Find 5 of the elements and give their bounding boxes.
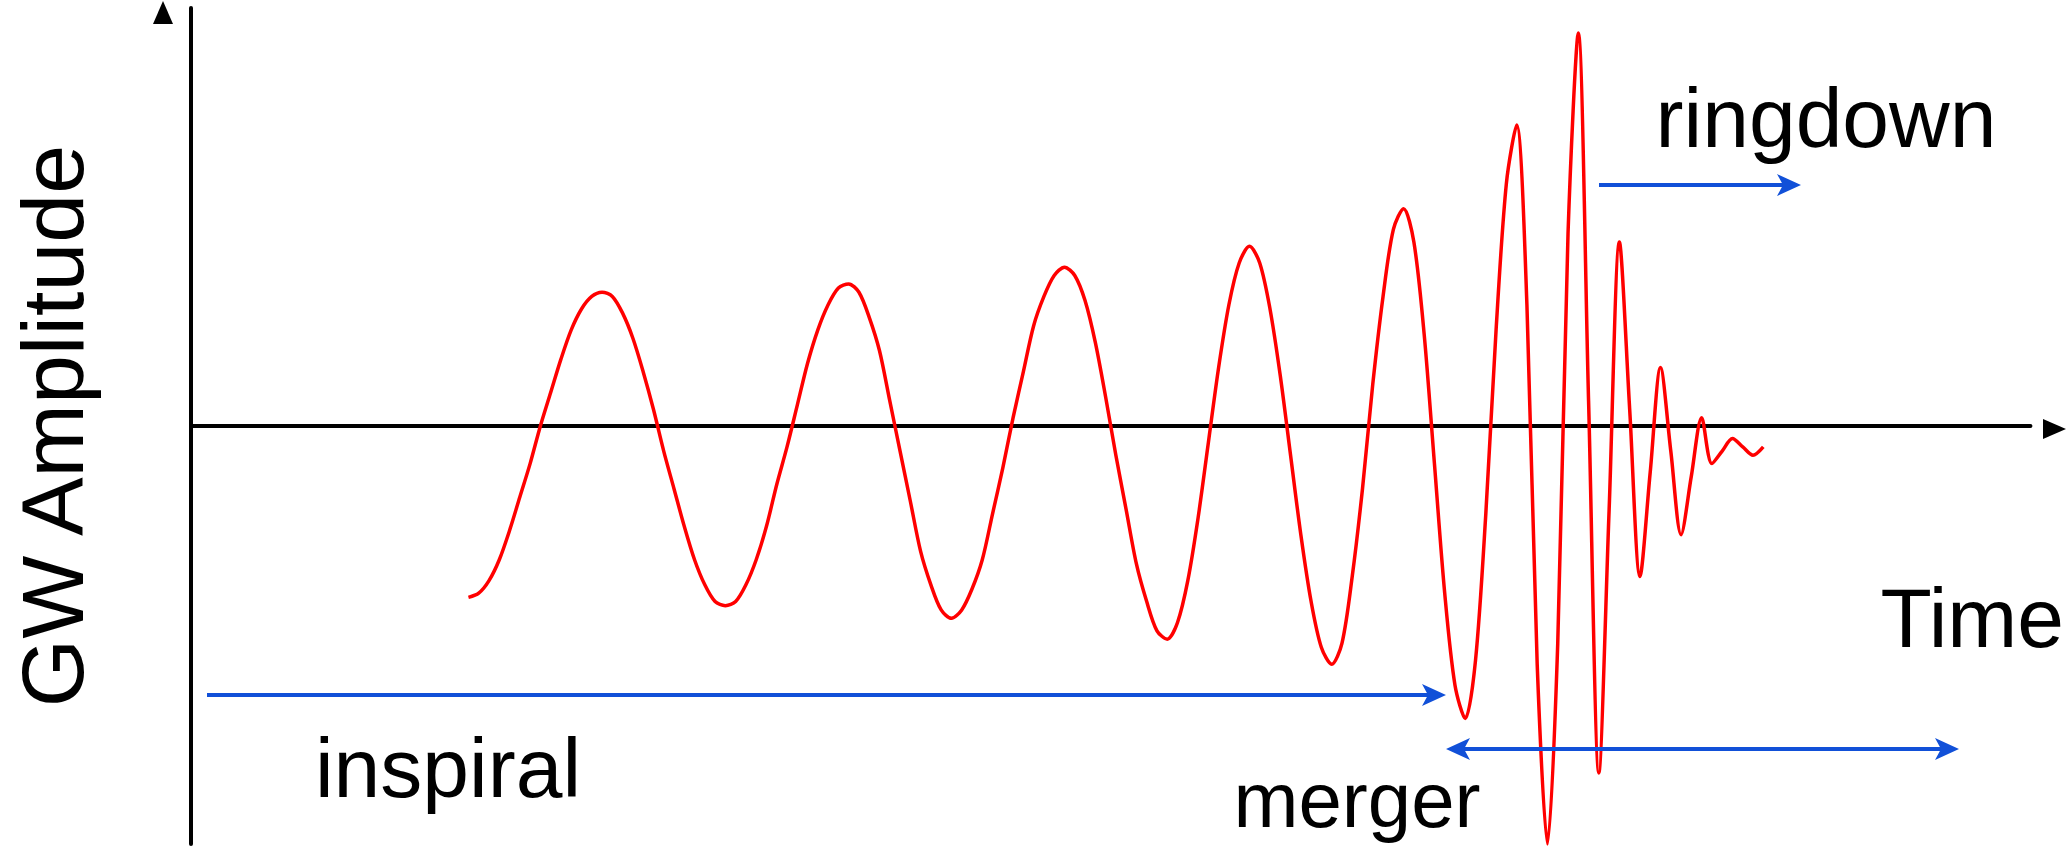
annotation: ringdown [1655, 71, 1997, 165]
annotation: merger [1233, 756, 1481, 844]
x-axis-title: Time [1880, 571, 2064, 665]
annotation: inspiral [314, 721, 582, 815]
y-axis-title: GW Amplitude [2, 144, 102, 708]
